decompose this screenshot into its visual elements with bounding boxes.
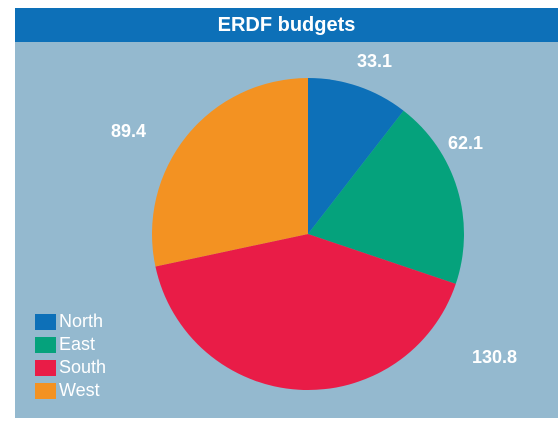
legend-swatch-north	[35, 313, 56, 330]
pie-slice-east	[308, 110, 465, 284]
chart-title: ERDF budgets	[15, 8, 558, 42]
legend-label-south: South	[59, 357, 107, 377]
chart-panel: ERDF budgets 33.1 62.1 130.8 89.4 North …	[15, 8, 558, 418]
pie-slice-west	[151, 78, 308, 267]
legend-item-south: South	[35, 356, 106, 379]
legend-swatch-east	[35, 336, 56, 353]
pie-slice-south	[155, 234, 456, 391]
legend-item-east: East	[35, 333, 106, 356]
legend-swatch-west	[35, 382, 56, 399]
value-label-south: 130.8	[472, 347, 518, 367]
pie-chart	[151, 78, 465, 391]
legend-item-west: West	[35, 379, 106, 402]
pie-slice-north	[308, 78, 404, 234]
value-label-east: 62.1	[448, 133, 484, 153]
legend: North East South West	[35, 310, 106, 402]
value-label-north: 33.1	[357, 51, 393, 71]
legend-label-north: North	[59, 311, 104, 331]
value-label-west: 89.4	[111, 121, 147, 141]
legend-label-west: West	[59, 380, 100, 400]
legend-label-east: East	[59, 334, 96, 354]
legend-swatch-south	[35, 359, 56, 376]
legend-item-north: North	[35, 310, 106, 333]
